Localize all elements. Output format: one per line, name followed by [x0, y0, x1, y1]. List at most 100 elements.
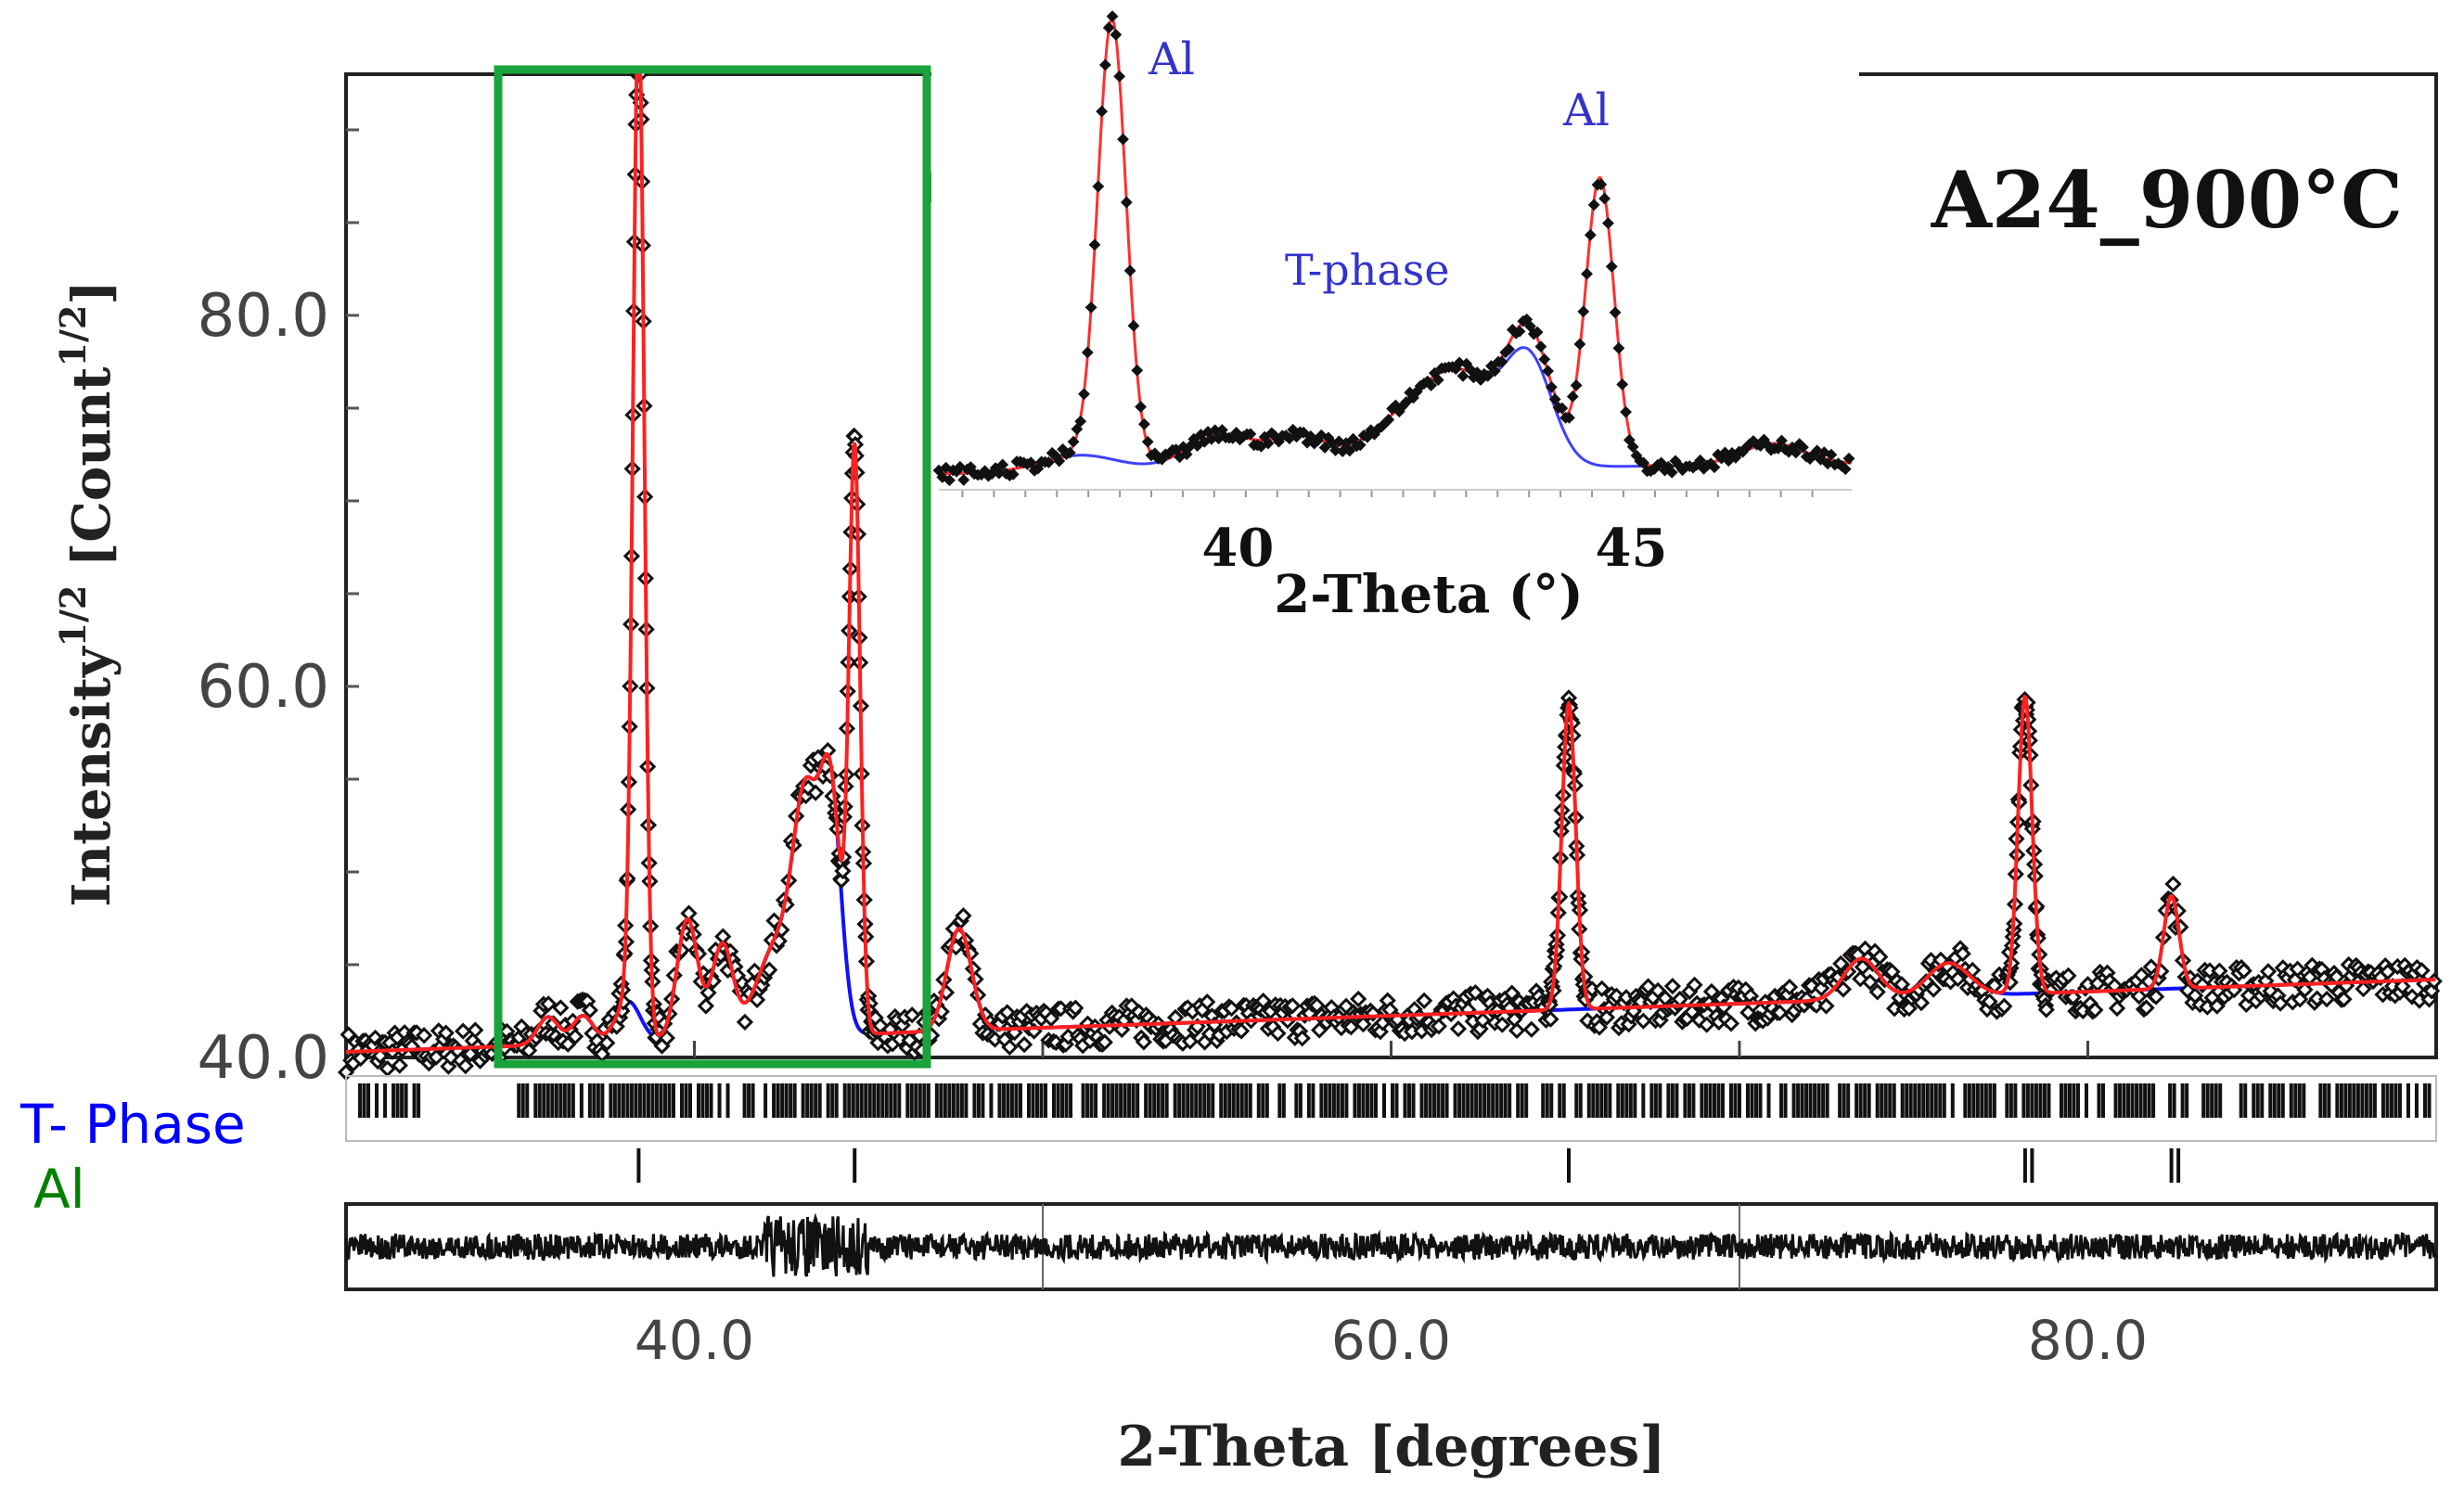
- observed-point: [2208, 997, 2226, 1015]
- observed-point: [714, 928, 732, 945]
- inset-observed-point: [1096, 105, 1109, 118]
- legend-t-phase: T- Phase: [19, 1093, 246, 1156]
- y-label-unit-exp: 1/2: [52, 305, 94, 367]
- observed-point: [1635, 1012, 1652, 1030]
- inset-observed-point: [1135, 401, 1147, 414]
- observed-point: [1354, 1015, 1372, 1033]
- x-tick-label-40: 40.0: [635, 1309, 754, 1372]
- inset-observed-point: [1566, 391, 1579, 403]
- inset-observed-point: [1584, 228, 1597, 241]
- inset-observed-point: [1626, 441, 1639, 454]
- calculated-line: [346, 72, 2436, 1054]
- inset-observed-point: [1297, 426, 1310, 439]
- al-reflection-ticks: [636, 1148, 2181, 1183]
- observed-point: [2413, 962, 2431, 980]
- observed-point: [1284, 997, 1302, 1015]
- observed-point: [1503, 984, 1521, 1002]
- inset-observed-point: [1655, 456, 1668, 469]
- inset-observed-point: [1318, 442, 1331, 454]
- t-phase-reflection-ticks: [358, 1083, 2432, 1118]
- inset-observed-point: [1067, 435, 1080, 448]
- observed-point: [545, 1015, 562, 1032]
- observed-point: [1467, 983, 1484, 1002]
- observed-point: [1269, 1024, 1287, 1043]
- inset-observed-point: [1821, 457, 1834, 470]
- inset-observed-point: [1488, 365, 1501, 378]
- observed-point: [1912, 993, 1931, 1012]
- inset-observed-point: [1708, 461, 1721, 474]
- inset-observed-point: [1078, 388, 1090, 401]
- inset-observed-point: [1347, 432, 1360, 445]
- observed-point: [391, 1057, 408, 1074]
- inset-observed-data: [932, 10, 1855, 487]
- inset-observed-point: [1304, 429, 1317, 442]
- inset-observed-point: [1581, 267, 1593, 280]
- observed-point: [1996, 997, 2013, 1015]
- inset-observed-point: [1811, 444, 1824, 457]
- observed-point: [765, 912, 783, 929]
- observed-point: [1925, 980, 1943, 998]
- observed-point: [1015, 1035, 1033, 1054]
- inset-observed-point: [1127, 319, 1140, 332]
- inset-observed-point: [1215, 424, 1228, 436]
- inset-observed-point: [1071, 423, 1084, 436]
- observed-point: [1861, 973, 1879, 991]
- inset-observed-point: [1577, 305, 1590, 318]
- zoom-box: [494, 65, 931, 1069]
- observed-point: [881, 1020, 899, 1038]
- observed-point: [1590, 1018, 1609, 1036]
- observed-point: [1096, 1033, 1113, 1051]
- inset-observed-point: [1524, 320, 1536, 333]
- inset-observed-point: [1570, 379, 1583, 391]
- observed-point: [2335, 991, 2353, 1008]
- y-label-unit: [Count: [61, 366, 122, 567]
- observed-point: [1722, 1015, 1740, 1032]
- observed-point: [2235, 962, 2252, 980]
- inset-x-tick-label-40: 40: [1201, 518, 1274, 579]
- inset-observed-point: [1694, 454, 1707, 467]
- inset-observed-point: [1329, 444, 1341, 456]
- inset-observed-point: [1081, 346, 1094, 359]
- inset-observed-point: [1842, 452, 1855, 465]
- observed-point: [1780, 979, 1799, 996]
- inset-observed-point: [1053, 455, 1066, 468]
- difference-line: [344, 1212, 2437, 1277]
- observed-point: [2422, 982, 2441, 1000]
- inset-observed-point: [1598, 192, 1611, 205]
- inset-observed-point: [1534, 340, 1547, 353]
- observed-point: [1494, 1016, 1511, 1033]
- inset-observed-point: [1545, 380, 1558, 393]
- inset-observed-point: [1007, 468, 1020, 480]
- inset-observed-point: [1123, 264, 1136, 277]
- observed-point: [352, 1049, 369, 1068]
- main-axis-ticks: [346, 128, 359, 1059]
- observed-point: [2272, 994, 2290, 1012]
- observed-point: [1702, 982, 1721, 1001]
- observed-point: [807, 784, 825, 801]
- inset-x-axis-title: 2-Theta (°): [1274, 564, 1584, 625]
- difference-curve: [344, 1204, 2437, 1289]
- observed-point: [456, 1057, 474, 1075]
- inset-observed-point: [1573, 338, 1586, 351]
- inset-background: [931, 0, 1859, 649]
- observed-point: [455, 1022, 472, 1040]
- inset-observed-point: [1495, 355, 1508, 368]
- observed-point: [2086, 1001, 2104, 1019]
- observed-point: [2164, 875, 2182, 893]
- observed-point: [1522, 1020, 1540, 1038]
- observed-point: [1918, 973, 1935, 991]
- inset-tick-labels: 40 45: [1201, 518, 1667, 579]
- observed-point: [2296, 980, 2314, 999]
- legend-al: Al: [33, 1158, 85, 1221]
- observed-point: [1663, 978, 1682, 995]
- observed-point: [2147, 988, 2165, 1006]
- observed-point: [1067, 999, 1084, 1017]
- observed-point: [1474, 1011, 1492, 1030]
- observed-point: [437, 1024, 455, 1042]
- observed-point: [832, 871, 851, 890]
- observed-point: [2259, 963, 2278, 980]
- inset-observed-point: [1595, 178, 1608, 191]
- y-tick-label-60: 60.0: [198, 653, 330, 722]
- observed-point: [581, 1001, 598, 1019]
- observed-point: [428, 1048, 445, 1066]
